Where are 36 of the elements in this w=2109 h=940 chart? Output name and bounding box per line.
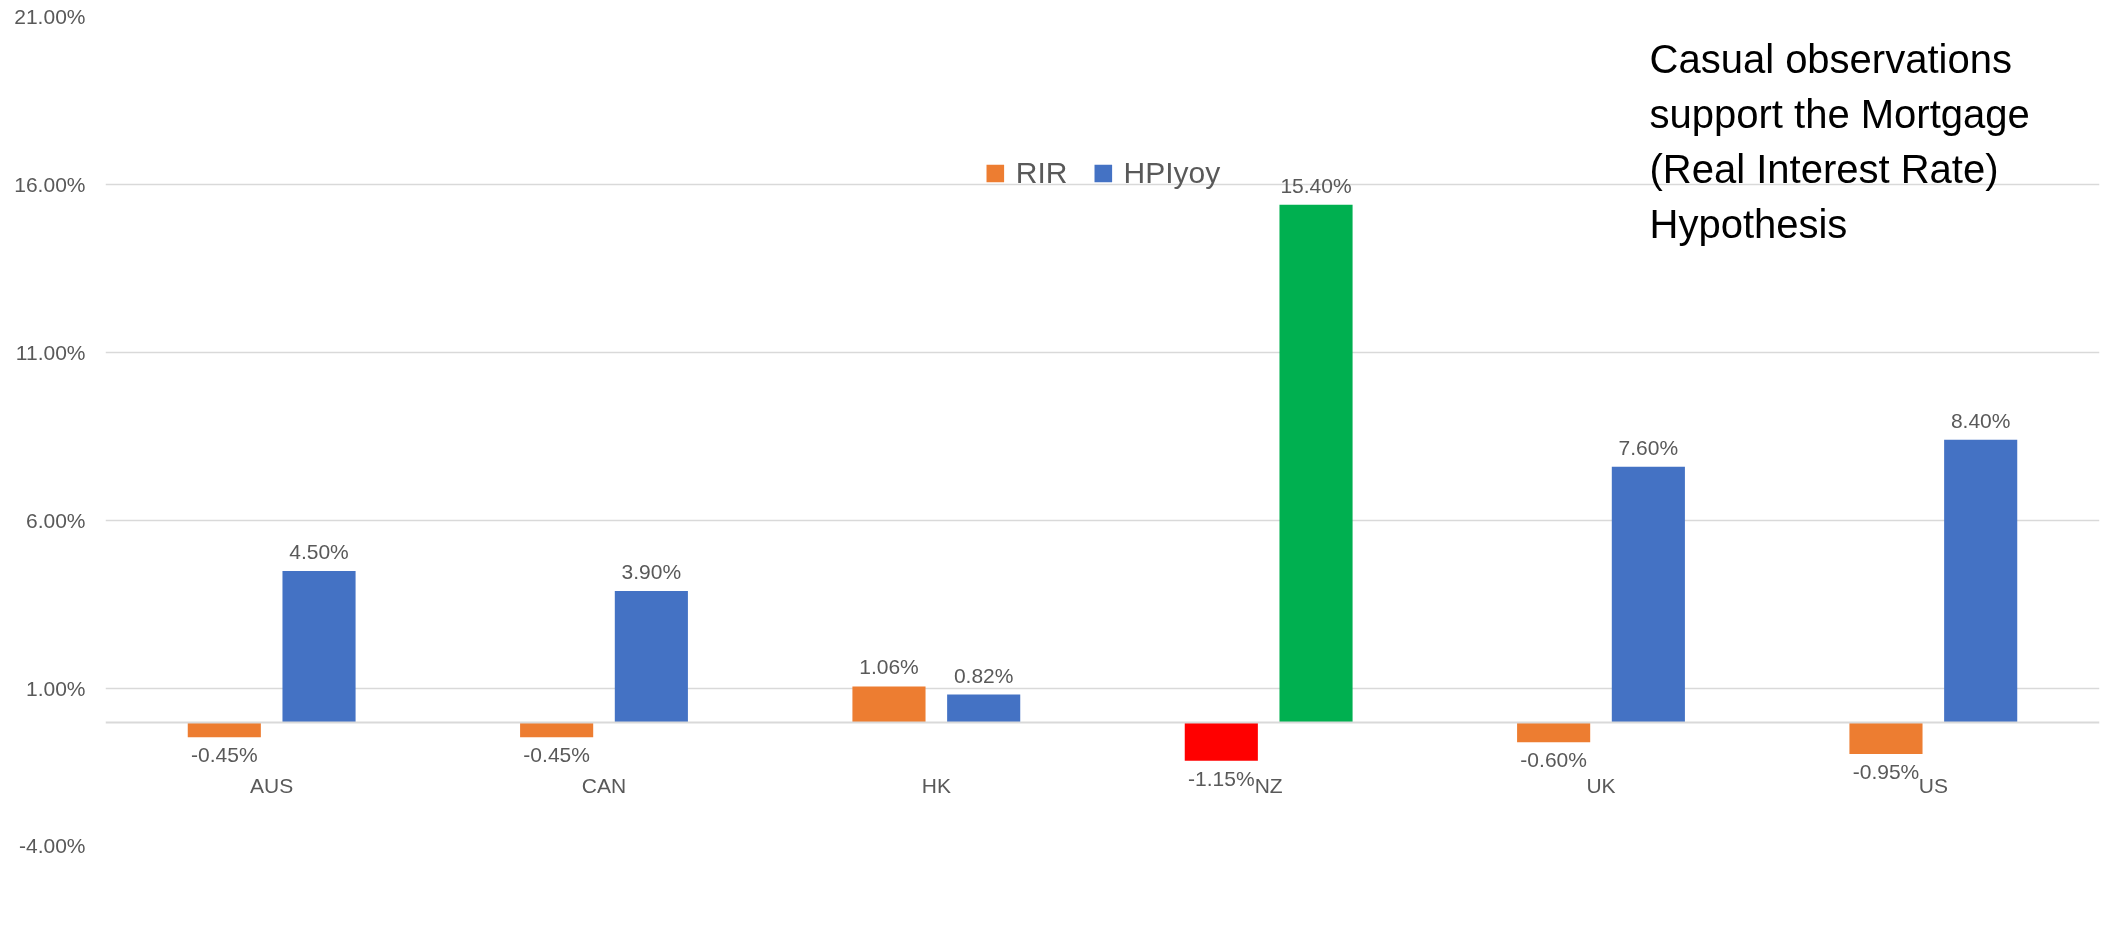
y-tick-label: -4.00%: [18, 833, 86, 857]
data-label: 3.90%: [621, 560, 682, 584]
bar: [947, 694, 1021, 723]
bar: [1944, 439, 2018, 723]
x-tick-label: UK: [1586, 774, 1616, 798]
y-tick-label: 11.00%: [15, 341, 86, 364]
x-tick-label: US: [1918, 774, 1948, 798]
annotation: Casual observations support the Mortgage (Real Interest Rate) Hypothesis: [1649, 36, 2030, 246]
legend-label: HPIyoy: [1123, 156, 1221, 190]
y-tick-label: 1.00%: [25, 677, 86, 700]
data-label: 7.60%: [1618, 435, 1679, 459]
data-label: -0.95%: [1852, 760, 1920, 784]
bar: [282, 570, 356, 723]
data-label: -0.45%: [523, 743, 590, 767]
y-tick-label: 16.00%: [14, 173, 86, 196]
bar: [1279, 204, 1353, 723]
data-label: -0.60%: [1520, 748, 1587, 772]
data-label: 1.06%: [859, 655, 919, 679]
data-label: 0.82%: [953, 663, 1014, 687]
y-tick-label: 21.00%: [14, 5, 86, 28]
x-tick-label: CAN: [581, 774, 627, 798]
data-label: 8.40%: [1950, 408, 2011, 432]
bar: [1184, 722, 1258, 761]
data-label: 4.50%: [289, 539, 349, 563]
data-label: 15.40%: [1280, 173, 1352, 197]
bar: [1611, 466, 1685, 723]
x-tick-label: NZ: [1254, 774, 1283, 798]
x-tick-label: HK: [921, 774, 951, 798]
data-label: -0.45%: [191, 743, 258, 767]
y-tick-label: 6.00%: [25, 509, 86, 532]
x-tick-label: AUS: [250, 774, 294, 798]
bar: [852, 686, 926, 723]
data-label: -1.15%: [1188, 766, 1255, 790]
legend-label: RIR: [1015, 156, 1068, 190]
bar: [614, 591, 688, 723]
bar: [1849, 722, 1923, 755]
